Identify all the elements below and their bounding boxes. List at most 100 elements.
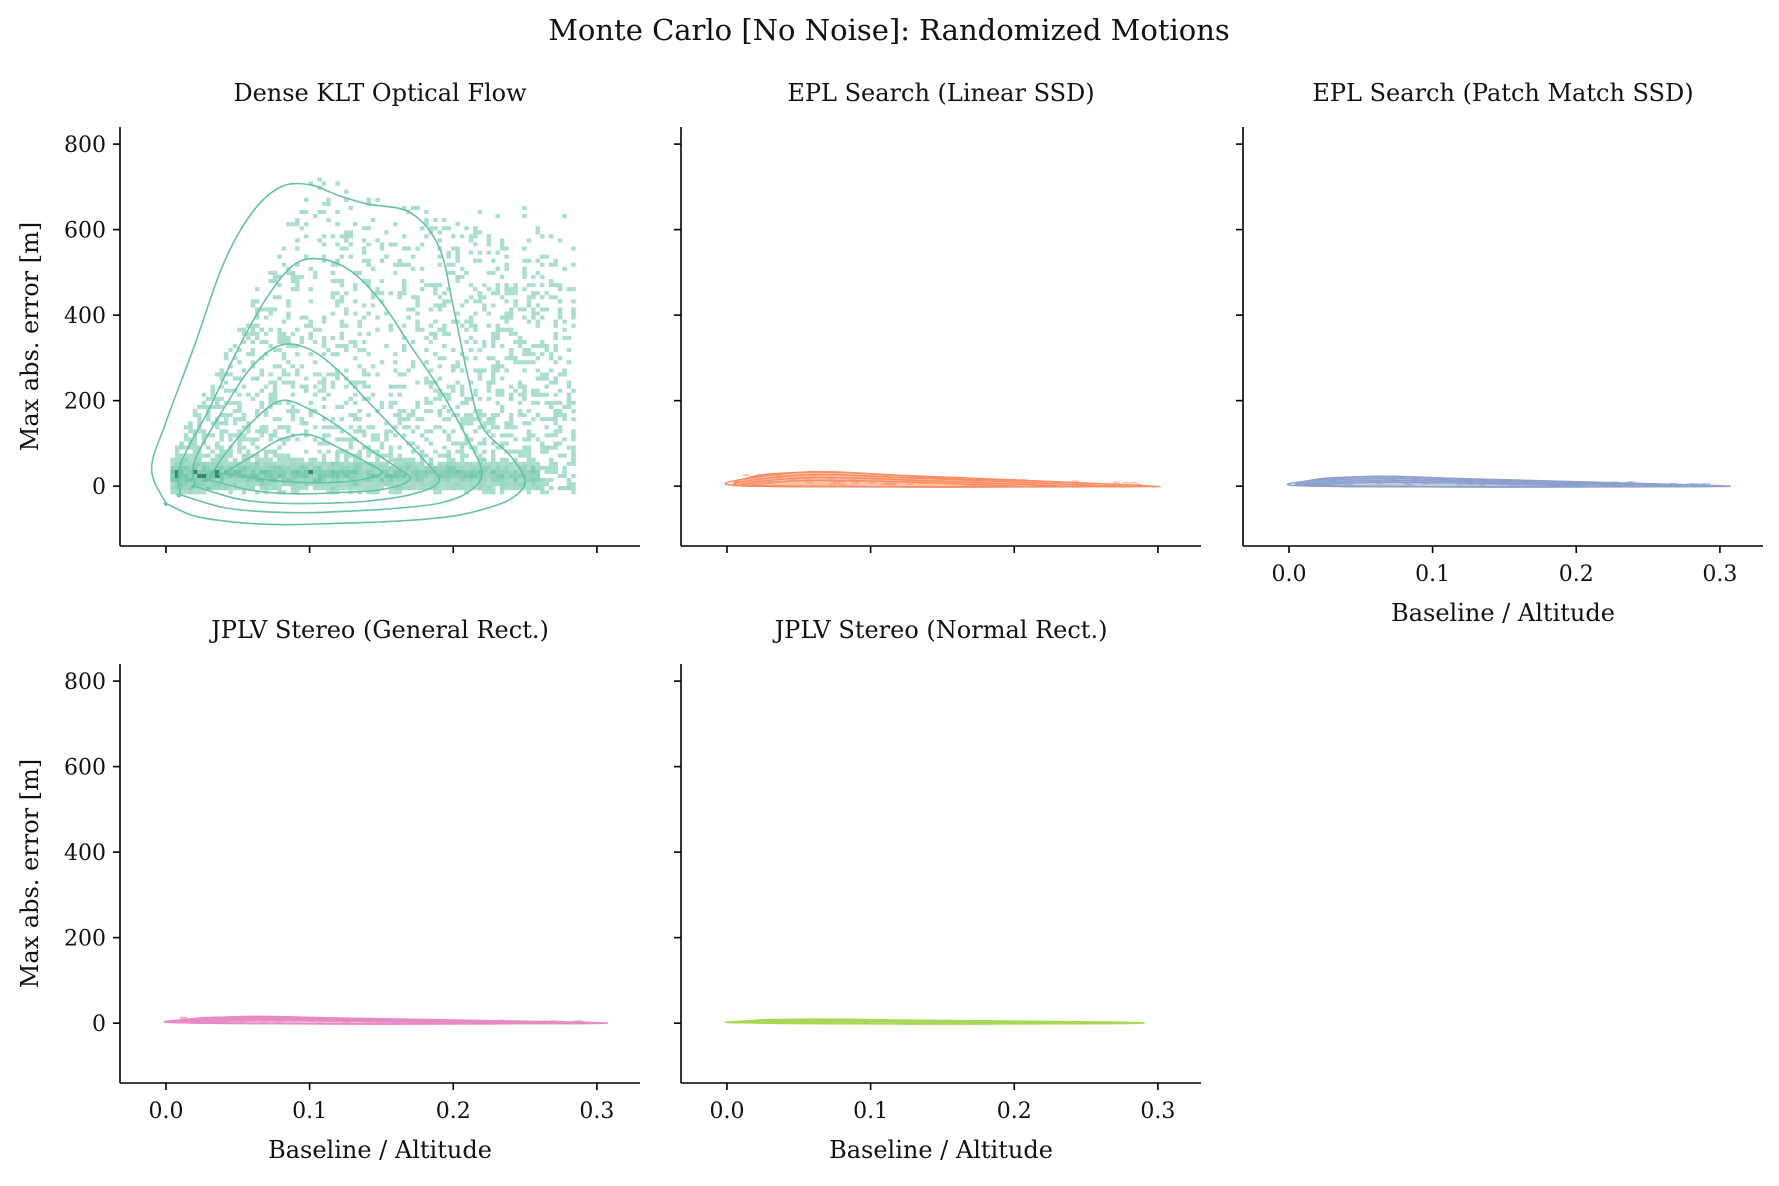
- histogram-bin: [455, 441, 460, 446]
- histogram-bin: [566, 348, 572, 353]
- histogram-bin: [215, 469, 220, 474]
- histogram-bin: [1332, 482, 1340, 485]
- histogram-bin: [508, 478, 514, 483]
- histogram-bin: [219, 437, 224, 442]
- histogram-bin: [219, 396, 224, 401]
- histogram-bin: [531, 352, 536, 357]
- histogram-bin: [295, 490, 300, 495]
- histogram-bin: [557, 400, 563, 405]
- histogram-bin: [459, 323, 465, 328]
- histogram-bin: [188, 486, 193, 491]
- histogram-bin: [754, 1019, 762, 1022]
- histogram-bin: [357, 331, 362, 336]
- histogram-bin: [219, 429, 224, 434]
- histogram-bin: [451, 368, 456, 373]
- histogram-bin: [424, 486, 429, 491]
- histogram-bin: [491, 433, 496, 438]
- histogram-bin: [250, 299, 256, 304]
- histogram-bin: [540, 307, 545, 312]
- histogram-bin: [246, 486, 251, 491]
- histogram-bin: [455, 319, 460, 324]
- histogram-bin: [366, 197, 371, 202]
- histogram-bin: [393, 384, 398, 389]
- histogram-bin: [557, 409, 563, 414]
- histogram-bin: [353, 222, 358, 227]
- figure-title: Monte Carlo [No Noise]: Randomized Motio…: [548, 13, 1230, 47]
- histogram-bin: [499, 478, 505, 483]
- histogram-bin: [1384, 479, 1392, 482]
- x-tick-label: 0.3: [579, 1099, 614, 1124]
- histogram-bin: [851, 476, 859, 479]
- histogram-bin: [495, 392, 500, 397]
- histogram-bin: [312, 486, 318, 491]
- histogram-bin: [397, 384, 402, 389]
- histogram-bin: [335, 352, 340, 357]
- subplot-title: JPLV Stereo (Normal Rect.): [772, 616, 1108, 644]
- histogram-bin: [259, 474, 264, 479]
- histogram-bin: [468, 413, 474, 418]
- histogram-bin: [939, 1020, 947, 1023]
- histogram-bin: [517, 400, 523, 405]
- histogram-bin: [197, 413, 202, 418]
- histogram-bin: [486, 461, 492, 466]
- histogram-bin: [259, 327, 264, 332]
- histogram-bin: [446, 474, 451, 479]
- histogram-bin: [1341, 477, 1349, 480]
- histogram-bin: [776, 477, 784, 480]
- histogram-bin: [188, 445, 193, 450]
- histogram-bin: [419, 433, 425, 438]
- histogram-bin: [433, 331, 438, 336]
- histogram-bin: [415, 486, 420, 491]
- histogram-bin: [531, 344, 536, 349]
- histogram-bin: [210, 449, 215, 454]
- histogram-bin: [321, 1018, 329, 1021]
- histogram-bin: [344, 437, 349, 442]
- histogram-bin: [473, 461, 478, 466]
- histogram-bin: [246, 465, 251, 470]
- histogram-bin: [531, 274, 536, 279]
- histogram-bin: [317, 482, 322, 487]
- histogram-bin: [326, 461, 331, 466]
- histogram-bin: [268, 279, 273, 284]
- histogram-bin: [197, 417, 202, 422]
- histogram-bin: [446, 299, 451, 304]
- histogram-bin: [544, 482, 549, 487]
- histogram-bin: [433, 352, 438, 357]
- histogram-bin: [183, 461, 189, 466]
- histogram-bin: [415, 303, 420, 308]
- histogram-bin: [263, 482, 269, 487]
- histogram-bin: [856, 479, 864, 482]
- histogram-bin: [526, 461, 532, 466]
- histogram-bin: [344, 197, 349, 202]
- histogram-bin: [219, 404, 224, 409]
- histogram-bin: [1054, 481, 1062, 484]
- histogram-bin: [366, 311, 371, 316]
- histogram-bin: [473, 392, 478, 397]
- histogram-bin: [241, 482, 247, 487]
- histogram-bin: [241, 413, 247, 418]
- histogram-bin: [255, 392, 260, 397]
- histogram-bin: [473, 327, 478, 332]
- histogram-bin: [228, 413, 233, 418]
- histogram-bin: [477, 457, 483, 462]
- histogram-bin: [317, 449, 322, 454]
- histogram-bin: [348, 453, 353, 458]
- histogram-bin: [388, 291, 394, 296]
- histogram-bin: [1464, 483, 1472, 485]
- histogram-bin: [246, 429, 251, 434]
- histogram-bin: [522, 396, 527, 401]
- histogram-bin: [339, 417, 345, 422]
- x-axis-label: Baseline / Altitude: [268, 1136, 492, 1164]
- kde-contour: [150, 182, 526, 526]
- histogram-bin: [308, 331, 313, 336]
- subplot-title: Dense KLT Optical Flow: [233, 79, 527, 107]
- histogram-bin: [370, 266, 376, 271]
- histogram-bin: [513, 360, 518, 365]
- histogram-bin: [1015, 1020, 1023, 1023]
- histogram-bin: [388, 429, 394, 434]
- histogram-bin: [504, 327, 509, 332]
- histogram-bin: [321, 209, 327, 214]
- histogram-bin: [192, 429, 198, 434]
- histogram-bin: [1643, 484, 1651, 487]
- histogram-bin: [553, 323, 558, 328]
